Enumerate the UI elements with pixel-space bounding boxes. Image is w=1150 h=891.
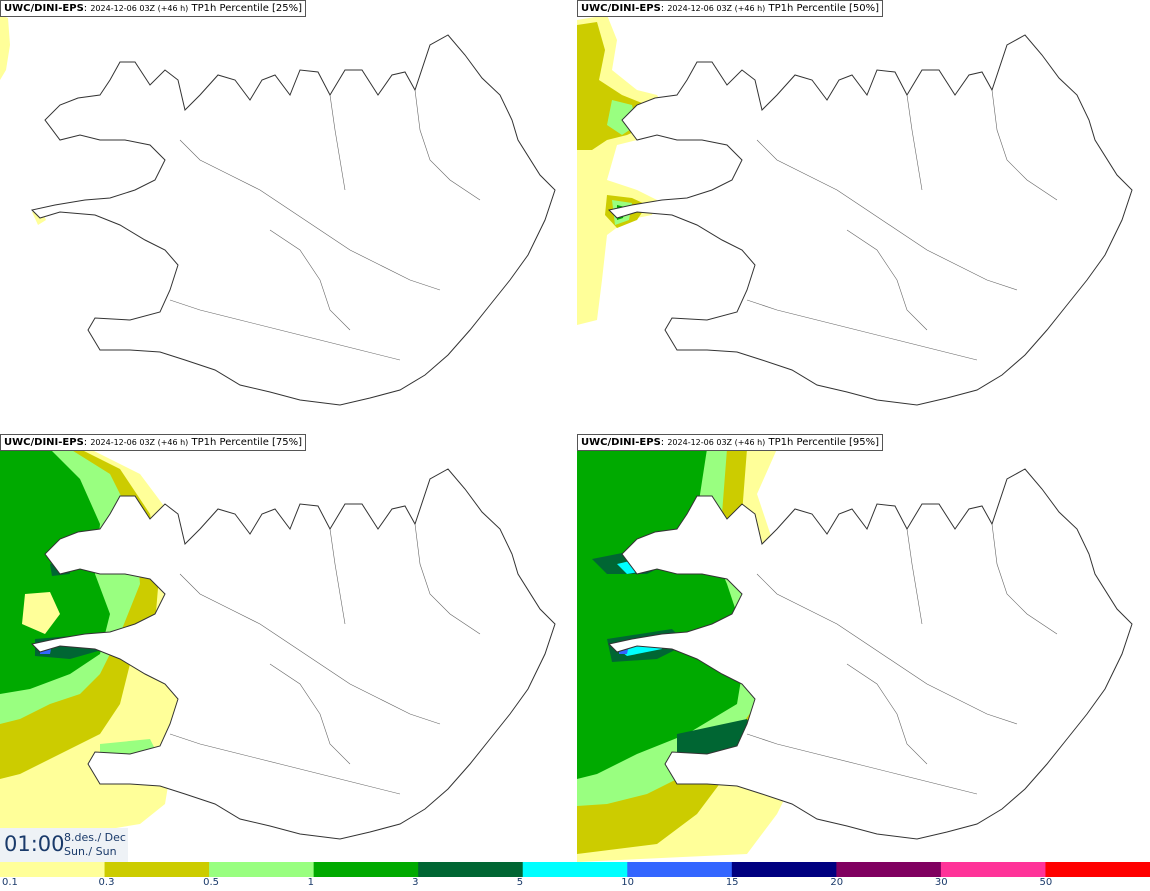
colorbar-label: 30 — [934, 877, 948, 888]
coastline — [31, 468, 556, 840]
coastline — [608, 34, 1133, 406]
coastline — [31, 34, 556, 406]
colorbar-swatch — [209, 862, 315, 877]
precip-area — [577, 444, 747, 779]
colorbar — [0, 862, 1150, 877]
colorbar-swatch — [940, 862, 1046, 877]
coastline — [608, 468, 1133, 840]
precip-area — [0, 15, 10, 80]
colorbar-label: 50 — [1039, 877, 1053, 888]
colorbar-swatch — [627, 862, 733, 877]
colorbar-labels: 0.1 0.3 0.5 1 3 5 10 15 20 30 50 — [0, 877, 1150, 891]
weekday-line: Sun./ Sun — [64, 845, 117, 858]
colorbar-label: 5 — [516, 877, 524, 888]
colorbar-label: 1 — [307, 877, 314, 888]
precip-area — [22, 592, 60, 634]
colorbar-swatch — [418, 862, 524, 877]
map-panel-p50: UWC/DINI-EPS: 2024-12-06 03Z (+46 h) TP1… — [577, 0, 1149, 428]
colorbar-label: 20 — [830, 877, 844, 888]
colorbar-label: 0.5 — [203, 877, 219, 888]
valid-time-clock: 01:00 — [4, 832, 65, 856]
colorbar-label: 15 — [725, 877, 739, 888]
colorbar-label: 10 — [621, 877, 634, 888]
map-canvas — [0, 15, 556, 406]
panel-title: UWC/DINI-EPS: 2024-12-06 03Z (+46 h) TP1… — [577, 0, 884, 17]
map-panel-p95: UWC/DINI-EPS: 2024-12-06 03Z (+46 h) TP1… — [577, 434, 1149, 862]
colorbar-label: 0.3 — [98, 877, 115, 888]
colorbar-swatch — [731, 862, 837, 877]
map-canvas — [577, 15, 1133, 406]
valid-time-box: 01:00 8.des./ Dec Sun./ Sun — [0, 828, 128, 862]
colorbar-label: 0.1 — [2, 877, 18, 888]
colorbar-swatch — [104, 862, 210, 877]
colorbar-swatch — [1045, 862, 1150, 877]
colorbar-swatch — [836, 862, 942, 877]
map-panel-p25: UWC/DINI-EPS: 2024-12-06 03Z (+46 h) TP1… — [0, 0, 572, 428]
valid-time-date: 8.des./ Dec Sun./ Sun — [64, 831, 126, 859]
panel-title: UWC/DINI-EPS: 2024-12-06 03Z (+46 h) TP1… — [577, 434, 884, 451]
colorbar-swatch — [0, 862, 106, 877]
date-line: 8.des./ Dec — [64, 831, 126, 844]
map-canvas — [577, 444, 1133, 862]
colorbar-swatch — [313, 862, 419, 877]
colorbar-swatch — [522, 862, 628, 877]
panel-title: UWC/DINI-EPS: 2024-12-06 03Z (+46 h) TP1… — [0, 434, 307, 451]
panel-title: UWC/DINI-EPS: 2024-12-06 03Z (+46 h) TP1… — [0, 0, 307, 17]
colorbar-label: 3 — [412, 877, 419, 888]
map-panel-p75: UWC/DINI-EPS: 2024-12-06 03Z (+46 h) TP1… — [0, 434, 572, 862]
map-canvas — [0, 444, 556, 840]
